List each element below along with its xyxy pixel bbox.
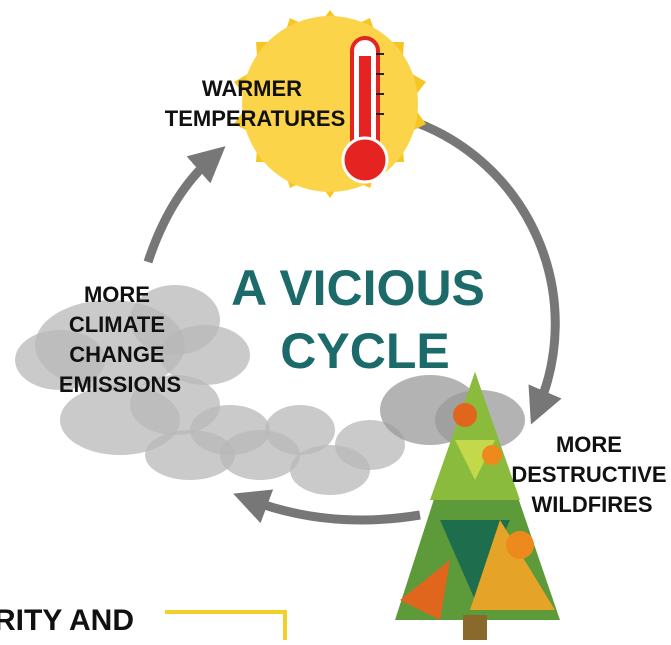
label-line: WARMER [202,76,302,101]
node-label: MORE DESTRUCTIVE WILDFIRES [511,432,671,517]
footer-box [165,612,285,640]
footer-fragment: RITY AND [0,604,134,637]
label-line: EMISSIONS [59,372,181,397]
title-line: CYCLE [280,323,449,379]
label-line: CLIMATE [69,312,165,337]
diagram-title: A VICIOUS CYCLE [231,260,499,379]
label-line: TEMPERATURES [165,106,346,131]
sun-icon [234,10,426,198]
label-line: WILDFIRES [532,492,653,517]
title-line: A VICIOUS [231,260,485,316]
cycle-diagram: WARMER TEMPERATURES MORE DESTRUCTIVE WIL… [0,0,671,640]
label-line: MORE [84,282,150,307]
arrow [148,158,212,262]
label-line: CHANGE [69,342,164,367]
label-line: DESTRUCTIVE [511,462,666,487]
arrow [250,500,420,520]
label-line: MORE [556,432,622,457]
